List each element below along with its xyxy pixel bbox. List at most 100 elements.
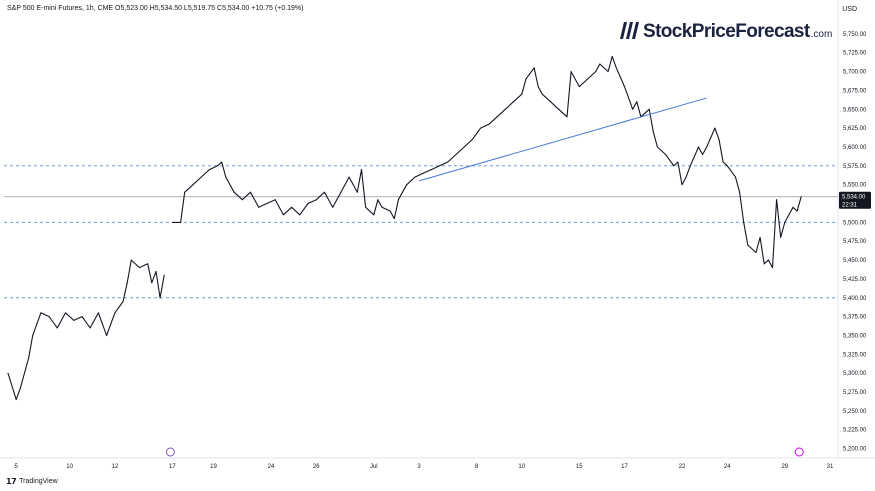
- x-tick-label: 17: [621, 464, 628, 470]
- price-point: [192, 184, 194, 186]
- price-point: [65, 312, 67, 314]
- price-point: [615, 67, 617, 69]
- price-point: [56, 327, 58, 329]
- price-point: [163, 274, 165, 276]
- x-tick-label: 26: [313, 464, 320, 470]
- price-point: [743, 221, 745, 223]
- price-point: [40, 312, 42, 314]
- x-tick-label: 24: [724, 464, 731, 470]
- site-logo: StockPriceForecast .com: [620, 20, 832, 43]
- price-point: [726, 165, 728, 167]
- price-point: [171, 221, 173, 223]
- price-point: [796, 210, 798, 212]
- x-tick-label: 22: [679, 464, 686, 470]
- price-point: [611, 55, 613, 57]
- currency-button[interactable]: USD: [842, 6, 857, 13]
- price-point: [422, 172, 424, 174]
- price-point: [607, 71, 609, 73]
- price-point: [632, 108, 634, 110]
- last-price-badge: [839, 191, 871, 209]
- y-tick-label: 5,200.00: [843, 447, 867, 453]
- price-point: [307, 203, 309, 205]
- price-point: [406, 184, 408, 186]
- price-point: [471, 138, 473, 140]
- y-tick-label: 5,600.00: [843, 145, 867, 151]
- x-tick-label: 15: [576, 464, 583, 470]
- price-point: [636, 101, 638, 103]
- price-point: [513, 101, 515, 103]
- price-point: [299, 214, 301, 216]
- price-point: [759, 236, 761, 238]
- price-point: [393, 218, 395, 220]
- price-point: [689, 165, 691, 167]
- price-point: [496, 116, 498, 118]
- price-point: [780, 236, 782, 238]
- price-point: [706, 146, 708, 148]
- price-point: [180, 221, 182, 223]
- price-point: [184, 191, 186, 193]
- price-point: [241, 199, 243, 201]
- y-tick-label: 5,700.00: [843, 70, 867, 76]
- price-point: [739, 191, 741, 193]
- price-point: [747, 244, 749, 246]
- y-tick-label: 5,325.00: [843, 352, 867, 358]
- price-point: [89, 327, 91, 329]
- price-point: [106, 334, 108, 336]
- price-point: [122, 301, 124, 303]
- price-point: [249, 191, 251, 193]
- price-point: [665, 153, 667, 155]
- price-point: [455, 153, 457, 155]
- y-tick-label: 5,400.00: [843, 296, 867, 302]
- x-tick-label: 24: [268, 464, 275, 470]
- price-point: [439, 165, 441, 167]
- price-point: [430, 169, 432, 171]
- price-point: [377, 199, 379, 201]
- price-point: [656, 146, 658, 148]
- price-series-line: [172, 55, 802, 269]
- last-price-label: 5,534.00: [842, 195, 866, 201]
- y-tick-label: 5,650.00: [843, 107, 867, 113]
- price-point: [315, 199, 317, 201]
- price-point: [81, 316, 83, 318]
- y-tick-label: 5,625.00: [843, 126, 867, 132]
- price-point: [767, 259, 769, 261]
- price-point: [681, 184, 683, 186]
- price-point: [570, 71, 572, 73]
- logo-suffix: .com: [810, 29, 833, 40]
- price-point: [233, 191, 235, 193]
- ohlc-readout: O5,523.00 H5,534.50 L5,519.75 C5,534.00 …: [115, 5, 304, 12]
- price-point: [558, 108, 560, 110]
- price-point: [340, 191, 342, 193]
- x-tick-label: 19: [210, 464, 217, 470]
- price-point: [800, 196, 802, 198]
- trend-line: [418, 97, 707, 182]
- price-point: [389, 210, 391, 212]
- y-tick-label: 5,725.00: [843, 51, 867, 57]
- instrument-label: S&P 500 E-mini Futures, 1h, CME: [7, 5, 114, 12]
- price-point: [734, 176, 736, 178]
- price-point: [282, 214, 284, 216]
- y-tick-label: 5,575.00: [843, 164, 867, 170]
- x-tick-label: 17: [169, 464, 176, 470]
- tradingview-brand[interactable]: 𝟭𝟳 TradingView: [6, 477, 58, 486]
- price-point: [15, 399, 17, 401]
- price-point: [578, 86, 580, 88]
- price-point: [266, 203, 268, 205]
- price-point: [599, 63, 601, 65]
- tradingview-logo-icon: 𝟭𝟳: [6, 477, 17, 486]
- price-point: [348, 176, 350, 178]
- price-point: [677, 161, 679, 163]
- price-point: [28, 357, 30, 359]
- price-point: [480, 127, 482, 129]
- x-tick-label: 31: [827, 464, 834, 470]
- price-point: [541, 93, 543, 95]
- y-tick-label: 5,475.00: [843, 239, 867, 245]
- y-tick-label: 5,225.00: [843, 428, 867, 434]
- price-point: [373, 214, 375, 216]
- price-point: [784, 221, 786, 223]
- price-point: [447, 161, 449, 163]
- x-tick-label: 12: [112, 464, 119, 470]
- price-point: [130, 259, 132, 261]
- price-point: [159, 297, 161, 299]
